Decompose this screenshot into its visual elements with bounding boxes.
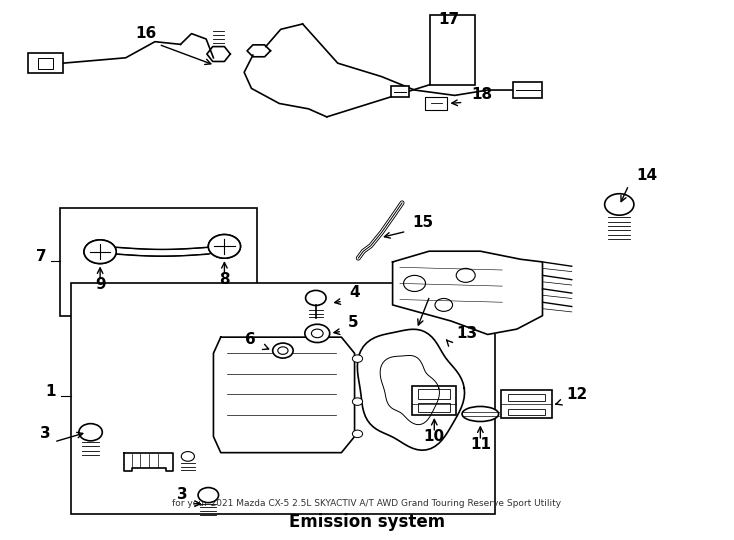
Text: 4: 4 xyxy=(349,285,360,300)
Bar xyxy=(418,389,451,399)
Text: 10: 10 xyxy=(424,429,445,444)
Polygon shape xyxy=(214,337,355,453)
Text: 16: 16 xyxy=(136,26,157,41)
Bar xyxy=(418,403,451,413)
Text: 7: 7 xyxy=(36,249,47,264)
Circle shape xyxy=(181,451,195,461)
Circle shape xyxy=(605,194,634,215)
Circle shape xyxy=(272,343,293,358)
Text: 15: 15 xyxy=(413,215,434,230)
Bar xyxy=(501,390,552,418)
Circle shape xyxy=(352,398,363,406)
Ellipse shape xyxy=(462,407,498,422)
Text: 11: 11 xyxy=(470,437,491,452)
Text: 13: 13 xyxy=(457,326,477,341)
Circle shape xyxy=(404,275,426,292)
Bar xyxy=(60,208,258,316)
Text: 8: 8 xyxy=(219,272,230,287)
Bar xyxy=(413,386,457,415)
Text: Emission system: Emission system xyxy=(289,514,445,531)
Text: 17: 17 xyxy=(438,12,459,28)
Text: for your 2021 Mazda CX-5 2.5L SKYACTIV A/T AWD Grand Touring Reserve Sport Utili: for your 2021 Mazda CX-5 2.5L SKYACTIV A… xyxy=(172,499,562,508)
Circle shape xyxy=(277,347,288,354)
Bar xyxy=(28,53,63,73)
Circle shape xyxy=(457,268,475,282)
Bar xyxy=(426,97,448,110)
Text: 5: 5 xyxy=(348,315,359,330)
Bar xyxy=(71,284,495,515)
Circle shape xyxy=(198,488,219,503)
Circle shape xyxy=(208,234,241,258)
Bar xyxy=(391,86,409,97)
Circle shape xyxy=(352,355,363,362)
Circle shape xyxy=(305,324,330,342)
Bar xyxy=(513,82,542,98)
Bar xyxy=(430,15,475,85)
Bar xyxy=(508,409,545,415)
Text: 9: 9 xyxy=(95,278,106,292)
Bar xyxy=(38,58,53,69)
Circle shape xyxy=(435,299,453,312)
Text: 1: 1 xyxy=(46,384,57,399)
Text: 2: 2 xyxy=(433,279,444,293)
Circle shape xyxy=(84,240,116,264)
Text: 3: 3 xyxy=(40,426,51,441)
Text: 6: 6 xyxy=(245,332,256,347)
Bar xyxy=(508,394,545,401)
Text: 14: 14 xyxy=(636,168,657,183)
Circle shape xyxy=(79,424,102,441)
Polygon shape xyxy=(357,329,465,450)
Text: 18: 18 xyxy=(470,87,492,102)
Text: 3: 3 xyxy=(178,488,188,502)
Circle shape xyxy=(84,240,116,264)
Circle shape xyxy=(352,430,363,437)
Circle shape xyxy=(305,291,326,306)
Text: 12: 12 xyxy=(566,388,587,402)
Circle shape xyxy=(311,329,323,338)
Polygon shape xyxy=(393,251,542,334)
Polygon shape xyxy=(124,453,173,471)
Circle shape xyxy=(208,234,241,258)
